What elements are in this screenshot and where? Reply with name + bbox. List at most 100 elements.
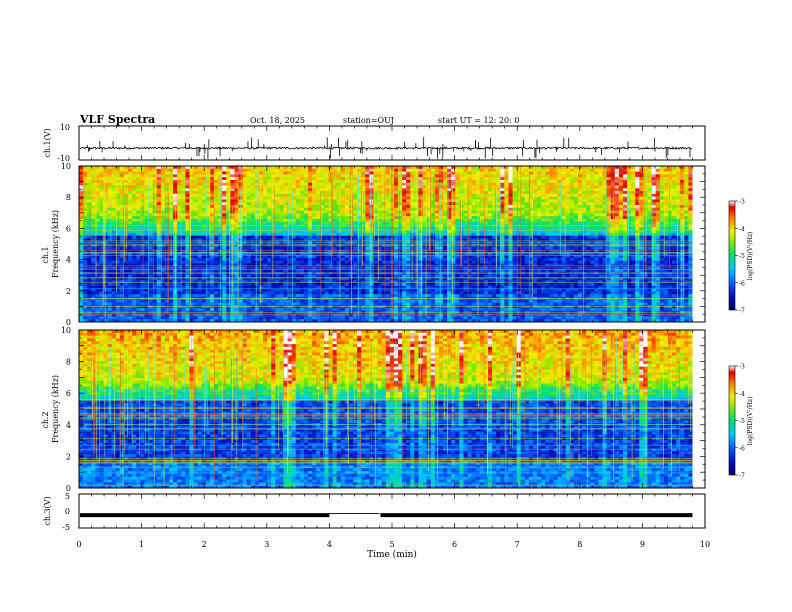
spectrogram-cell bbox=[344, 205, 350, 209]
spectrogram-cell bbox=[258, 199, 264, 203]
spectrogram-cell bbox=[410, 199, 415, 203]
spectrogram-cell bbox=[463, 235, 468, 239]
spectrogram-cell bbox=[402, 246, 407, 250]
spectrogram-cell bbox=[492, 188, 497, 192]
spectrogram-cell bbox=[438, 232, 444, 237]
spectrogram-cell bbox=[234, 174, 239, 178]
spectrogram-cell bbox=[520, 210, 526, 214]
spectrogram-cell bbox=[565, 224, 571, 228]
spectrogram-cell bbox=[193, 235, 199, 239]
spectrogram-cell bbox=[647, 196, 652, 200]
spectrogram-cell bbox=[222, 202, 227, 206]
spectrogram-cell bbox=[156, 235, 162, 239]
ch1-ytick-bottom: -10 bbox=[57, 154, 70, 163]
spectrogram-cell bbox=[512, 179, 518, 184]
spectrogram-cell bbox=[676, 196, 681, 200]
spectrogram-cell bbox=[344, 238, 350, 242]
spectrogram-cell bbox=[177, 179, 182, 184]
spectrogram-cell bbox=[541, 179, 546, 184]
spectrogram-cell bbox=[663, 205, 669, 209]
spectrogram-cell bbox=[226, 205, 231, 209]
spectrogram-cell bbox=[500, 179, 505, 184]
spectrogram-cell bbox=[426, 221, 432, 225]
spectrogram-cell bbox=[590, 213, 595, 217]
spectrogram-cell bbox=[500, 171, 505, 175]
spectrogram-cell bbox=[463, 179, 468, 184]
spectrogram-cell bbox=[344, 188, 350, 192]
spectrogram-cell bbox=[471, 205, 477, 209]
spectrogram-cell bbox=[553, 174, 558, 178]
spectrogram-cell bbox=[524, 171, 530, 175]
spectrogram-cell bbox=[263, 213, 268, 217]
spectrogram-cell bbox=[524, 191, 530, 195]
spectrogram-cell bbox=[667, 188, 673, 192]
spectrogram-cell bbox=[115, 171, 121, 175]
spectrogram-cell bbox=[279, 224, 284, 228]
spectrogram-cell bbox=[532, 188, 538, 192]
spectrogram-cell bbox=[312, 221, 317, 225]
spectrogram-cell bbox=[258, 179, 264, 184]
spectrogram-cell bbox=[156, 171, 162, 175]
spectrogram-cell bbox=[577, 199, 583, 203]
spectrogram-cell bbox=[148, 171, 154, 175]
spectrogram-cell bbox=[324, 255, 329, 259]
spectrogram-cell bbox=[250, 207, 256, 211]
spectrogram-cell bbox=[95, 224, 100, 228]
spectrogram-cell bbox=[627, 188, 632, 192]
spectrogram-cell bbox=[385, 255, 391, 259]
spectrogram-cell bbox=[291, 227, 297, 231]
spectrogram-cell bbox=[614, 199, 620, 203]
spectrogram-cell bbox=[614, 210, 620, 214]
spectrogram-cell bbox=[385, 168, 391, 172]
spectrogram-cell bbox=[115, 210, 121, 214]
spectrogram-cell bbox=[340, 218, 346, 223]
spectrogram-cell bbox=[618, 241, 624, 245]
spectrogram-cell bbox=[418, 224, 423, 228]
spectrogram-cell bbox=[185, 177, 190, 181]
spectrogram-cell bbox=[385, 249, 391, 253]
spectrogram-cell bbox=[336, 193, 342, 198]
spectrogram-cell bbox=[119, 202, 125, 206]
spectrogram-cell bbox=[373, 193, 378, 198]
spectrogram-cell bbox=[164, 238, 170, 242]
spectrogram-cell bbox=[471, 207, 477, 211]
spectrogram-cell bbox=[594, 218, 599, 223]
spectrogram-cell bbox=[107, 202, 113, 206]
spectrogram-cell bbox=[655, 232, 661, 237]
spectrogram-cell bbox=[299, 174, 305, 178]
spectrogram-cell bbox=[586, 193, 591, 198]
spectrogram-cell bbox=[140, 207, 145, 211]
spectrogram-cell bbox=[197, 199, 203, 203]
spectrogram-cell bbox=[99, 249, 104, 253]
spectrogram-cell bbox=[132, 238, 137, 242]
spectrogram-cell bbox=[95, 191, 100, 195]
spectrogram-cell bbox=[398, 191, 403, 195]
spectrogram-cell bbox=[500, 193, 505, 198]
spectrogram-cell bbox=[148, 166, 154, 170]
spectrogram-cell bbox=[283, 221, 288, 225]
spectrogram-cell bbox=[590, 218, 595, 223]
spectrogram-cell bbox=[99, 196, 104, 200]
spectrogram-cell bbox=[140, 224, 145, 228]
spectrogram-cell bbox=[631, 238, 636, 242]
spectrogram-cell bbox=[410, 218, 415, 223]
spectrogram-cell bbox=[553, 213, 558, 217]
spectrogram-cell bbox=[254, 255, 260, 259]
spectrogram-cell bbox=[148, 182, 154, 186]
spectrogram-cell bbox=[299, 185, 305, 189]
spectrogram-cell bbox=[393, 185, 399, 189]
spectrogram-cell bbox=[655, 246, 661, 250]
spectrogram-cell bbox=[201, 202, 207, 206]
spectrogram-cell bbox=[209, 205, 215, 209]
spectrogram-cell bbox=[385, 188, 391, 192]
spectrogram-cell bbox=[398, 171, 403, 175]
spectrogram-cell bbox=[520, 216, 526, 220]
spectrogram-cell bbox=[79, 207, 84, 211]
spectrogram-cell bbox=[185, 205, 190, 209]
spectrogram-cell bbox=[152, 213, 158, 217]
spectrogram-cell bbox=[549, 232, 554, 237]
spectrogram-cell bbox=[254, 191, 260, 195]
spectrogram-cell bbox=[267, 216, 272, 220]
spectrogram-cell bbox=[140, 255, 145, 259]
spectrogram-cell bbox=[451, 216, 456, 220]
